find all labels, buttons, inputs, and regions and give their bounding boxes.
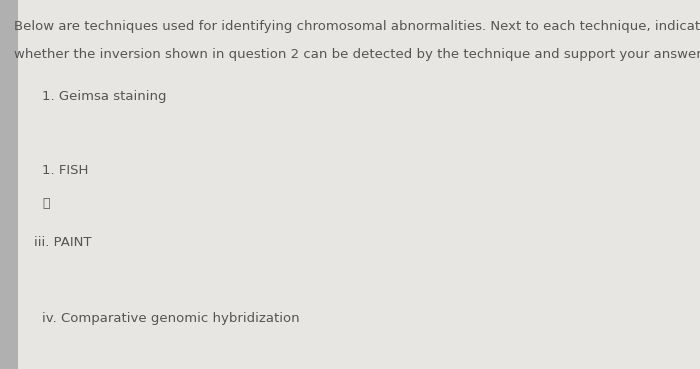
Text: ⮡: ⮡ xyxy=(42,197,50,210)
Text: 1. FISH: 1. FISH xyxy=(42,164,88,177)
Text: Below are techniques used for identifying chromosomal abnormalities. Next to eac: Below are techniques used for identifyin… xyxy=(14,20,700,33)
Text: iv. Comparative genomic hybridization: iv. Comparative genomic hybridization xyxy=(42,312,300,325)
FancyBboxPatch shape xyxy=(18,0,700,369)
Text: whether the inversion shown in question 2 can be detected by the technique and s: whether the inversion shown in question … xyxy=(14,48,700,61)
Text: 1. Geimsa staining: 1. Geimsa staining xyxy=(42,90,167,103)
FancyBboxPatch shape xyxy=(0,0,18,369)
Text: iii. PAINT: iii. PAINT xyxy=(34,236,91,249)
